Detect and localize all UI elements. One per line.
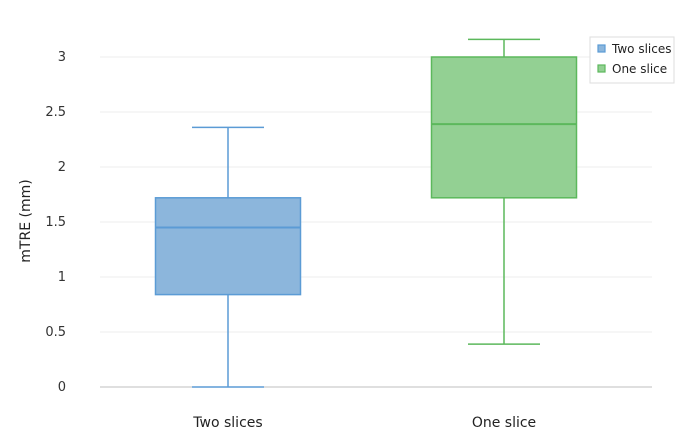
legend-entry-label: One slice [612,62,667,76]
y-axis-title: mTRE (mm) [18,179,34,262]
y-tick-label: 2 [58,160,66,175]
box-series [154,38,578,388]
x-category-label: One slice [472,415,536,431]
box-two-slices [154,126,302,388]
legend-marker [597,64,606,73]
legend: Two slices One slice [589,36,675,84]
x-axis-category-labels: Two slices One slice [192,415,536,431]
y-tick-label: 0 [58,380,66,395]
y-axis-ticks: 0 0.5 1 1.5 2 2.5 3 [45,50,66,395]
legend-box [589,36,675,84]
y-tick-label: 0.5 [45,325,66,340]
y-tick-label: 1.5 [45,215,66,230]
box-one-slice [430,38,578,345]
legend-marker [597,44,606,53]
y-tick-label: 2.5 [45,105,66,120]
x-category-label: Two slices [192,415,262,431]
y-tick-label: 1 [58,270,66,285]
legend-entry-label: Two slices [611,42,671,56]
box-iqr [430,56,578,199]
box-iqr [154,197,302,296]
y-tick-label: 3 [58,50,66,65]
